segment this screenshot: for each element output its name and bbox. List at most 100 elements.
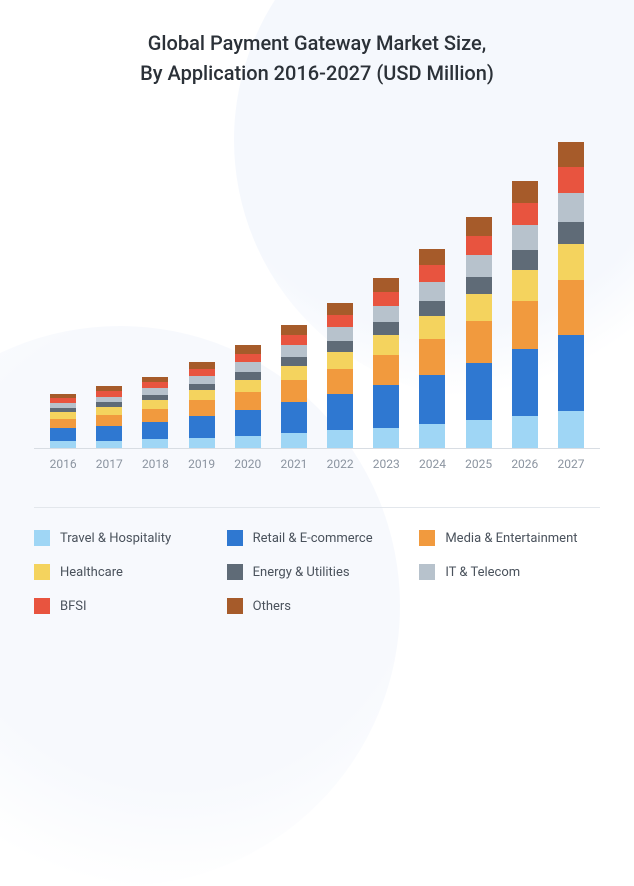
segment-retail — [558, 335, 584, 412]
x-label: 2022 — [317, 457, 363, 471]
bar-2021 — [271, 325, 317, 448]
chart-title-line1: Global Payment Gateway Market Size, — [34, 28, 600, 58]
segment-others — [466, 217, 492, 236]
segment-health — [512, 270, 538, 302]
segment-others — [189, 362, 215, 369]
legend-label: Energy & Utilities — [253, 565, 350, 580]
segment-health — [281, 366, 307, 380]
x-label: 2023 — [363, 457, 409, 471]
x-label: 2019 — [179, 457, 225, 471]
segment-retail — [419, 375, 445, 425]
segment-energy — [235, 372, 261, 380]
bar-stack — [96, 386, 122, 448]
legend-label: Travel & Hospitality — [60, 531, 171, 546]
segment-health — [466, 294, 492, 322]
segment-bfsi — [373, 292, 399, 306]
segment-retail — [512, 349, 538, 416]
segment-media — [96, 415, 122, 426]
segment-others — [327, 303, 353, 315]
x-label: 2018 — [132, 457, 178, 471]
x-label: 2024 — [409, 457, 455, 471]
bar-stack — [235, 345, 261, 448]
bar-stack — [189, 362, 215, 449]
segment-retail — [96, 426, 122, 441]
segment-travel — [466, 420, 492, 448]
legend-label: IT & Telecom — [445, 565, 520, 580]
segment-it — [327, 327, 353, 341]
bar-stack — [373, 278, 399, 448]
segment-travel — [419, 424, 445, 448]
bar-2022 — [317, 303, 363, 448]
segment-retail — [50, 428, 76, 441]
legend-item-energy: Energy & Utilities — [227, 564, 408, 580]
segment-media — [189, 400, 215, 415]
x-label: 2025 — [456, 457, 502, 471]
bar-stack — [142, 377, 168, 448]
segment-it — [512, 225, 538, 250]
x-label: 2017 — [86, 457, 132, 471]
segment-travel — [558, 411, 584, 448]
bar-2026 — [502, 181, 548, 448]
segment-energy — [373, 322, 399, 334]
segment-bfsi — [512, 203, 538, 225]
bars-group — [34, 120, 600, 448]
legend-item-media: Media & Entertainment — [419, 530, 600, 546]
legend-swatch — [227, 598, 243, 614]
segment-travel — [142, 439, 168, 448]
bar-2018 — [132, 377, 178, 448]
segment-bfsi — [327, 315, 353, 327]
chart-container: Global Payment Gateway Market Size, By A… — [0, 0, 634, 666]
segment-others — [419, 249, 445, 265]
segment-it — [558, 193, 584, 222]
segment-travel — [281, 433, 307, 448]
segment-media — [142, 409, 168, 422]
legend-swatch — [34, 598, 50, 614]
segment-travel — [512, 416, 538, 448]
legend-swatch — [34, 530, 50, 546]
segment-travel — [96, 441, 122, 448]
legend-swatch — [419, 530, 435, 546]
bar-2025 — [456, 217, 502, 448]
segment-health — [558, 244, 584, 280]
segment-others — [512, 181, 538, 203]
segment-travel — [50, 441, 76, 448]
bar-2027 — [548, 142, 594, 448]
legend: Travel & Hospitality Retail & E-commerce M… — [34, 507, 600, 614]
bar-2020 — [225, 345, 271, 448]
segment-others — [558, 142, 584, 167]
segment-energy — [512, 250, 538, 269]
legend-label: Others — [253, 599, 291, 614]
segment-media — [558, 280, 584, 334]
legend-swatch — [227, 530, 243, 546]
bar-stack — [512, 181, 538, 448]
segment-media — [419, 339, 445, 374]
chart-title: Global Payment Gateway Market Size, By A… — [34, 28, 600, 88]
x-label: 2026 — [502, 457, 548, 471]
segment-media — [281, 380, 307, 402]
segment-bfsi — [558, 167, 584, 193]
segment-health — [142, 400, 168, 409]
segment-retail — [281, 402, 307, 433]
segment-bfsi — [281, 335, 307, 345]
segment-media — [373, 355, 399, 385]
segment-it — [419, 282, 445, 301]
segment-energy — [558, 222, 584, 244]
segment-bfsi — [419, 265, 445, 282]
segment-retail — [466, 363, 492, 421]
bar-2017 — [86, 386, 132, 448]
bar-2016 — [40, 394, 86, 448]
segment-travel — [373, 428, 399, 448]
legend-item-bfsi: BFSI — [34, 598, 215, 614]
bar-stack — [419, 249, 445, 448]
segment-energy — [466, 277, 492, 294]
legend-item-others: Others — [227, 598, 408, 614]
legend-item-retail: Retail & E-commerce — [227, 530, 408, 546]
segment-bfsi — [235, 354, 261, 363]
bar-stack — [50, 394, 76, 448]
segment-retail — [189, 416, 215, 438]
legend-swatch — [227, 564, 243, 580]
segment-health — [419, 316, 445, 340]
chart-title-line2: By Application 2016-2027 (USD Million) — [34, 58, 600, 88]
segment-retail — [235, 410, 261, 436]
legend-swatch — [34, 564, 50, 580]
